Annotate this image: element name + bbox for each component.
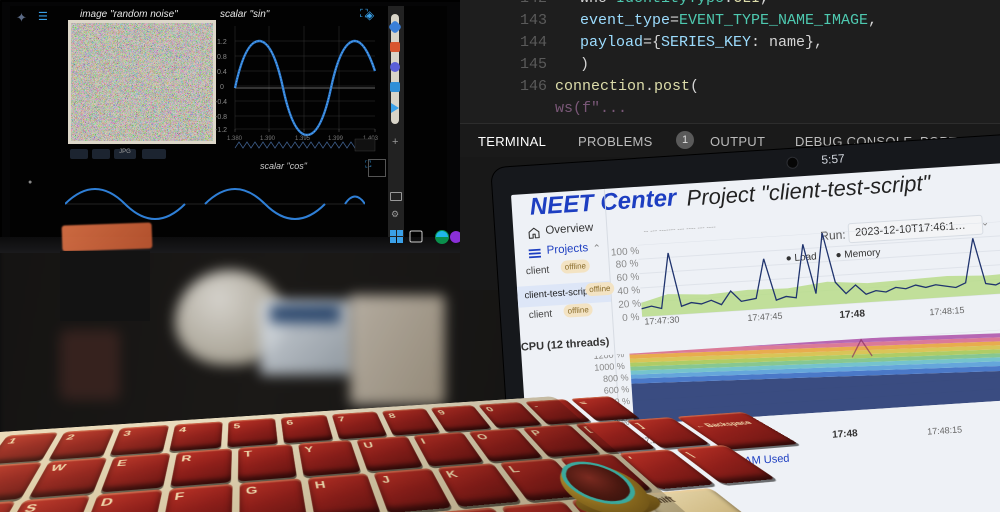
svg-text:1.399: 1.399 [328, 136, 344, 142]
svg-text:1.2: 1.2 [217, 39, 227, 46]
svg-text:-1.2: -1.2 [215, 127, 227, 134]
svg-text:1.390: 1.390 [260, 136, 276, 142]
svg-text:-0.8: -0.8 [215, 114, 227, 121]
svg-text:0.4: 0.4 [217, 69, 227, 76]
svg-text:1.395: 1.395 [295, 136, 311, 142]
svg-text:0: 0 [220, 84, 224, 91]
svg-text:1.380: 1.380 [227, 136, 243, 142]
svg-text:-0.4: -0.4 [215, 99, 227, 106]
svg-text:0.8: 0.8 [217, 54, 227, 61]
